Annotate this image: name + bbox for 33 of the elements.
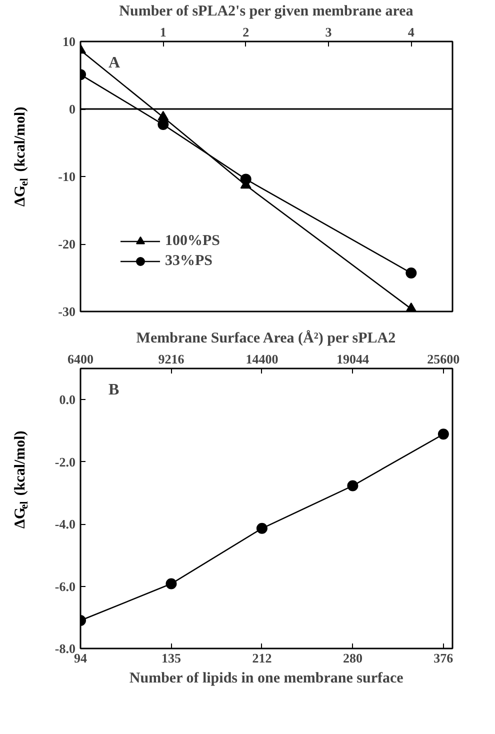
x2-axis-title: Membrane Surface Area (Å²) per sPLA2 <box>136 330 396 346</box>
x-tick-label: 376 <box>434 650 454 666</box>
annotation: 6400 <box>68 352 94 366</box>
y-tick-label: -10 <box>58 169 76 184</box>
x-tick-label: 2 <box>242 24 250 40</box>
annotation: 19044 <box>336 352 370 366</box>
y-tick-label: 10 <box>62 34 76 49</box>
annotation: 25600 <box>427 352 460 366</box>
x-tick-label: 94 <box>74 650 88 666</box>
y-tick-label: 0.0 <box>59 392 76 408</box>
x-tick-label: 1 <box>160 24 166 40</box>
annotation: A <box>108 54 120 72</box>
legend-label: 33%PS <box>165 252 213 270</box>
y-axis-title: ΔGel (kcal/mol) <box>12 106 30 207</box>
x-tick-label: 212 <box>252 650 272 666</box>
annotation: B <box>108 382 120 398</box>
y-tick-label: -30 <box>58 304 76 319</box>
x-tick-label: 280 <box>342 650 362 666</box>
x-tick-label: 3 <box>325 24 332 40</box>
x-tick-label: 135 <box>161 650 182 666</box>
y-axis-title: ΔGel (kcal/mol) <box>12 430 30 529</box>
y-tick-label: -20 <box>58 236 76 252</box>
x-axis-title: Number of lipids in one membrane surface <box>129 670 404 686</box>
y-tick-label: -8.0 <box>54 641 76 656</box>
y-tick-label: -4.0 <box>54 516 76 532</box>
legend-label: 100%PS <box>165 232 220 250</box>
x-tick-label: 4 <box>408 24 415 40</box>
x-axis-title: Number of sPLA2's per given membrane area <box>119 4 414 20</box>
annotation: 9216 <box>158 352 185 366</box>
y-tick-label: 0 <box>69 102 76 116</box>
y-tick-label: -6.0 <box>54 578 76 594</box>
y-tick-label: -2.0 <box>54 454 76 470</box>
annotation: 14400 <box>246 352 278 366</box>
